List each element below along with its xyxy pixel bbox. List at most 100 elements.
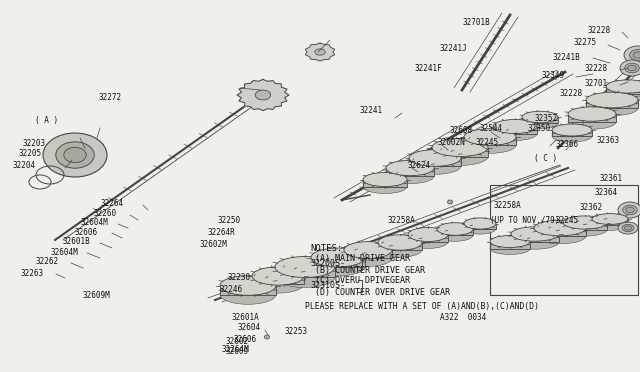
Ellipse shape [592,214,628,224]
Ellipse shape [378,235,422,250]
Ellipse shape [315,49,325,55]
Bar [592,219,628,225]
Text: 32241J: 32241J [440,44,468,52]
Text: 32608: 32608 [450,125,473,135]
Text: 32200S-: 32200S- [310,260,345,269]
Ellipse shape [311,248,365,267]
Ellipse shape [255,90,271,100]
Ellipse shape [56,142,94,168]
Bar [344,250,392,258]
Bar [464,224,496,228]
Text: 32241: 32241 [360,106,383,115]
Ellipse shape [220,276,276,295]
Text: (D) COUNTER OVER DRIVE GEAR: (D) COUNTER OVER DRIVE GEAR [315,288,450,296]
Bar [586,100,638,108]
Text: 32350: 32350 [528,124,551,132]
Text: 32602M: 32602M [200,240,228,248]
Text: 32204: 32204 [12,160,35,170]
Ellipse shape [620,60,640,76]
Text: 32245: 32245 [556,215,579,224]
Text: 32245: 32245 [476,138,499,147]
Ellipse shape [586,92,638,108]
Text: 32253: 32253 [285,327,308,337]
Ellipse shape [511,227,559,241]
Text: PLEASE REPLACE WITH A SET OF (A)AND(B),(C)AND(D): PLEASE REPLACE WITH A SET OF (A)AND(B),(… [305,301,539,311]
Bar [386,168,434,176]
Text: 32241F: 32241F [415,64,443,73]
Bar [490,241,530,248]
Ellipse shape [622,224,634,232]
Text: 32262: 32262 [35,257,58,266]
Text: ( C ): ( C ) [534,154,557,163]
Ellipse shape [252,267,304,285]
Ellipse shape [522,111,558,123]
Text: 32264: 32264 [100,199,123,208]
Ellipse shape [493,119,537,134]
Ellipse shape [490,243,530,254]
Polygon shape [237,79,289,110]
Ellipse shape [409,150,461,166]
Text: 32361: 32361 [600,173,623,183]
Ellipse shape [311,257,365,276]
Text: 32258A: 32258A [494,201,522,209]
Text: 32263: 32263 [20,269,43,278]
Text: 32241B: 32241B [553,52,580,61]
Text: 32609M: 32609M [82,291,109,299]
Bar [511,234,559,242]
Ellipse shape [623,205,637,215]
Ellipse shape [592,219,628,230]
Text: (C) OVERU DPIVEGEAR: (C) OVERU DPIVEGEAR [315,276,410,285]
Text: 32624: 32624 [408,160,431,170]
Text: 32609: 32609 [225,347,248,356]
Ellipse shape [408,234,448,248]
Text: A322  0034: A322 0034 [440,314,486,323]
Ellipse shape [552,124,592,136]
Ellipse shape [464,129,516,145]
Ellipse shape [606,80,640,93]
Ellipse shape [563,223,607,236]
Text: (UP TO NOV./79): (UP TO NOV./79) [490,215,559,224]
Ellipse shape [618,202,640,218]
Ellipse shape [568,115,616,129]
Text: 32601B: 32601B [62,237,90,246]
Ellipse shape [447,200,452,204]
Text: 32260: 32260 [93,208,116,218]
Text: 32362: 32362 [580,202,603,212]
Bar [534,228,586,236]
Ellipse shape [437,223,473,235]
Ellipse shape [534,228,586,244]
Ellipse shape [493,126,537,141]
Ellipse shape [386,160,434,176]
Bar [220,285,276,295]
Ellipse shape [628,65,636,71]
Text: 32228: 32228 [588,26,611,35]
Ellipse shape [552,130,592,142]
Text: 32606: 32606 [233,336,256,344]
Ellipse shape [606,87,640,100]
Bar [275,267,335,277]
Bar [490,185,638,295]
Text: 32604M: 32604M [80,218,108,227]
Text: 32230: 32230 [228,273,251,282]
Ellipse shape [344,250,392,266]
Bar [363,180,407,186]
Ellipse shape [252,275,304,293]
Text: 32246: 32246 [220,285,243,295]
Bar [464,137,516,145]
Bar [311,257,365,266]
Text: 32363: 32363 [597,135,620,144]
Polygon shape [305,43,335,61]
Ellipse shape [408,228,448,241]
Text: 32366: 32366 [556,140,579,148]
Ellipse shape [264,335,269,339]
Text: 32602: 32602 [225,337,248,346]
Ellipse shape [432,138,488,157]
Text: 32272: 32272 [98,93,121,102]
Text: 32250: 32250 [218,215,241,224]
Ellipse shape [625,226,632,230]
Bar [606,87,640,93]
Ellipse shape [432,148,488,166]
Text: (B) COUNTER DRIVE GEAR: (B) COUNTER DRIVE GEAR [315,266,425,275]
Ellipse shape [464,218,496,229]
Text: 32602N: 32602N [438,138,466,147]
